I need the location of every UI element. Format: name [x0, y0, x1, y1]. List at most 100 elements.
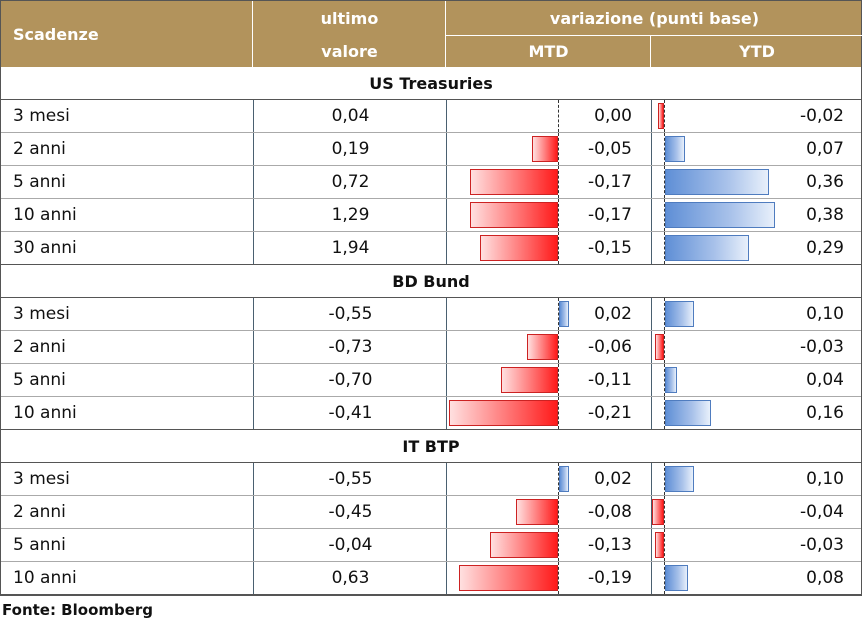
mtd-cell: -0,15	[446, 232, 652, 264]
ytd-bar	[665, 235, 750, 261]
scadenza-cell: 2 anni	[13, 139, 66, 159]
ytd-cell: -0,04	[651, 496, 863, 528]
table-row: 3 mesi -0,55 0,02 0,10	[1, 463, 861, 496]
ultimo-valore-cell: -0,41	[253, 397, 447, 429]
scadenza-cell: 5 anni	[13, 172, 66, 192]
mtd-value: 0,02	[594, 304, 632, 324]
ytd-zero-axis	[664, 199, 665, 231]
mtd-cell: -0,08	[446, 496, 652, 528]
mtd-value: -0,05	[588, 139, 632, 159]
mtd-zero-axis	[558, 133, 559, 165]
ultimo-valore-cell: 0,19	[253, 133, 447, 165]
mtd-zero-axis	[558, 364, 559, 396]
mtd-bar	[526, 334, 558, 360]
ytd-zero-axis	[664, 463, 665, 495]
ytd-cell: 0,36	[651, 166, 863, 198]
scadenza-cell: 5 anni	[13, 370, 66, 390]
header-scadenze: Scadenze	[13, 24, 99, 44]
table-row: 3 mesi -0,55 0,02 0,10	[1, 298, 861, 331]
ultimo-valore-cell: 1,94	[253, 232, 447, 264]
ytd-bar	[658, 103, 664, 129]
mtd-value: -0,19	[588, 568, 632, 588]
ytd-bar	[655, 532, 664, 558]
mtd-bar	[500, 367, 558, 393]
scadenza-cell: 2 anni	[13, 337, 66, 357]
mtd-zero-axis	[558, 529, 559, 561]
yield-table: Scadenze ultimo valore variazione (punti…	[0, 0, 863, 596]
table-header: Scadenze ultimo valore variazione (punti…	[1, 1, 863, 67]
mtd-value: -0,17	[588, 205, 632, 225]
ytd-value: 0,16	[806, 403, 844, 423]
table-row: 2 anni -0,73 -0,06 -0,03	[1, 331, 861, 364]
mtd-zero-axis	[558, 496, 559, 528]
ytd-bar	[665, 400, 712, 426]
scadenza-cell: 5 anni	[13, 535, 66, 555]
ytd-value: -0,03	[800, 337, 844, 357]
table-row: 3 mesi 0,04 0,00 -0,02	[1, 100, 861, 133]
ytd-zero-axis	[664, 133, 665, 165]
table-row: 10 anni 1,29 -0,17 0,38	[1, 199, 861, 232]
table-row: 5 anni -0,70 -0,11 0,04	[1, 364, 861, 397]
mtd-value: 0,02	[594, 469, 632, 489]
mtd-value: -0,21	[588, 403, 632, 423]
mtd-bar	[459, 565, 558, 591]
mtd-cell: 0,02	[446, 463, 652, 495]
ytd-bar	[665, 202, 776, 228]
ytd-cell: -0,03	[651, 529, 863, 561]
ultimo-valore-cell: -0,70	[253, 364, 447, 396]
mtd-cell: -0,11	[446, 364, 652, 396]
ytd-bar	[665, 136, 686, 162]
mtd-zero-axis	[558, 463, 559, 495]
mtd-bar	[448, 400, 558, 426]
mtd-value: -0,08	[588, 502, 632, 522]
scadenza-cell: 2 anni	[13, 502, 66, 522]
mtd-bar	[469, 169, 558, 195]
scadenza-cell: 10 anni	[13, 568, 77, 588]
ytd-bar	[665, 301, 694, 327]
ytd-cell: 0,10	[651, 298, 863, 330]
ultimo-valore-cell: -0,04	[253, 529, 447, 561]
header-variazione: variazione (punti base)	[549, 8, 760, 28]
mtd-zero-axis	[558, 100, 559, 132]
mtd-cell: -0,21	[446, 397, 652, 429]
ytd-cell: 0,16	[651, 397, 863, 429]
ytd-value: 0,10	[806, 304, 844, 324]
ytd-cell: 0,07	[651, 133, 863, 165]
ytd-value: 0,38	[806, 205, 844, 225]
ytd-zero-axis	[664, 166, 665, 198]
ytd-bar	[655, 334, 664, 360]
header-ultimo-line1: ultimo	[320, 8, 379, 28]
ytd-zero-axis	[664, 298, 665, 330]
mtd-value: -0,13	[588, 535, 632, 555]
mtd-zero-axis	[558, 562, 559, 594]
scadenza-cell: 3 mesi	[13, 106, 70, 126]
mtd-bar	[490, 532, 558, 558]
header-ultimo-line2: valore	[321, 41, 378, 61]
ytd-value: -0,03	[800, 535, 844, 555]
ultimo-valore-cell: 0,63	[253, 562, 447, 594]
mtd-zero-axis	[558, 199, 559, 231]
header-divider	[650, 35, 651, 67]
table-row: 30 anni 1,94 -0,15 0,29	[1, 232, 861, 265]
ultimo-valore-cell: 0,04	[253, 100, 447, 132]
table-row: 5 anni -0,04 -0,13 -0,03	[1, 529, 861, 562]
mtd-value: -0,17	[588, 172, 632, 192]
header-mtd: MTD	[528, 41, 569, 61]
mtd-bar	[532, 136, 558, 162]
ultimo-valore-cell: 1,29	[253, 199, 447, 231]
mtd-cell: -0,19	[446, 562, 652, 594]
ytd-value: -0,04	[800, 502, 844, 522]
ytd-zero-axis	[664, 364, 665, 396]
section-title: BD Bund	[1, 265, 861, 298]
table-row: 5 anni 0,72 -0,17 0,36	[1, 166, 861, 199]
mtd-cell: -0,06	[446, 331, 652, 363]
mtd-bar	[516, 499, 558, 525]
header-divider	[445, 1, 446, 67]
mtd-cell: -0,05	[446, 133, 652, 165]
mtd-value: -0,11	[588, 370, 632, 390]
section-title: IT BTP	[1, 430, 861, 463]
ultimo-valore-cell: -0,45	[253, 496, 447, 528]
ytd-bar	[665, 169, 770, 195]
ytd-bar	[652, 499, 664, 525]
mtd-value: -0,15	[588, 238, 632, 258]
